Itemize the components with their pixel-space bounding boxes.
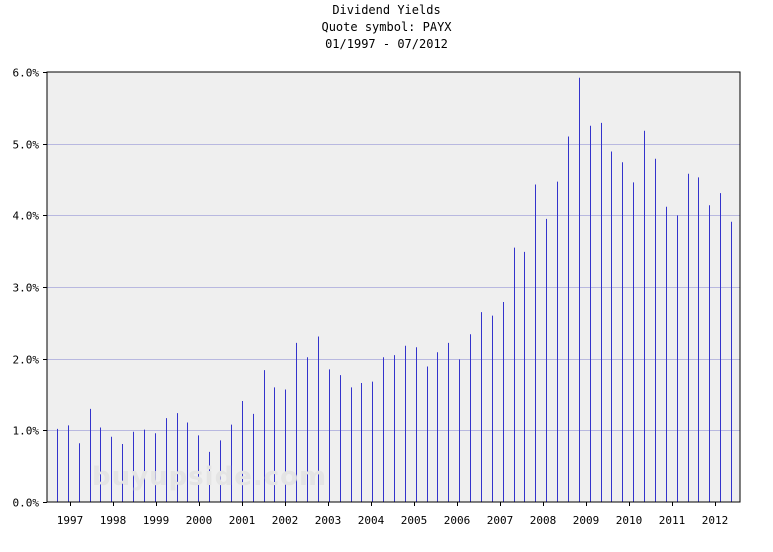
x-tick-label: 2001 <box>229 514 256 527</box>
grid-lines <box>47 144 740 431</box>
chart-date-range: 01/1997 - 07/2012 <box>325 37 448 51</box>
chart-title: Dividend Yields <box>332 3 441 17</box>
x-tick-label: 2006 <box>444 514 471 527</box>
x-tick-label: 2010 <box>616 514 643 527</box>
watermark-logo: buyupside.com <box>92 462 328 492</box>
y-tick-label: 6.0% <box>13 67 40 80</box>
x-tick-label: 2008 <box>530 514 557 527</box>
x-tick-label: 2012 <box>702 514 729 527</box>
x-tick-label: 2003 <box>315 514 342 527</box>
y-tick-label: 0.0% <box>13 497 40 510</box>
x-tick-label: 1997 <box>57 514 84 527</box>
y-tick-label: 1.0% <box>13 425 40 438</box>
x-tick-label: 1998 <box>100 514 127 527</box>
y-axis-ticks: 0.0% 1.0% 2.0% 3.0% 4.0% 5.0% 6.0% <box>13 67 47 510</box>
y-tick-label: 3.0% <box>13 282 40 295</box>
y-tick-label: 2.0% <box>13 354 40 367</box>
chart-subtitle: Quote symbol: PAYX <box>321 20 452 34</box>
y-tick-label: 4.0% <box>13 210 40 223</box>
x-tick-label: 2007 <box>487 514 514 527</box>
x-axis-ticks: 1997 1998 1999 2000 2001 2002 2003 2004 2005 2006… <box>57 502 729 527</box>
x-tick-label: 2009 <box>573 514 600 527</box>
x-tick-label: 2000 <box>186 514 213 527</box>
x-tick-label: 2004 <box>358 514 385 527</box>
x-tick-label: 2005 <box>401 514 428 527</box>
x-tick-label: 2002 <box>272 514 299 527</box>
y-tick-label: 5.0% <box>13 139 40 152</box>
x-tick-label: 1999 <box>143 514 170 527</box>
x-tick-label: 2011 <box>659 514 686 527</box>
bars <box>57 77 732 502</box>
